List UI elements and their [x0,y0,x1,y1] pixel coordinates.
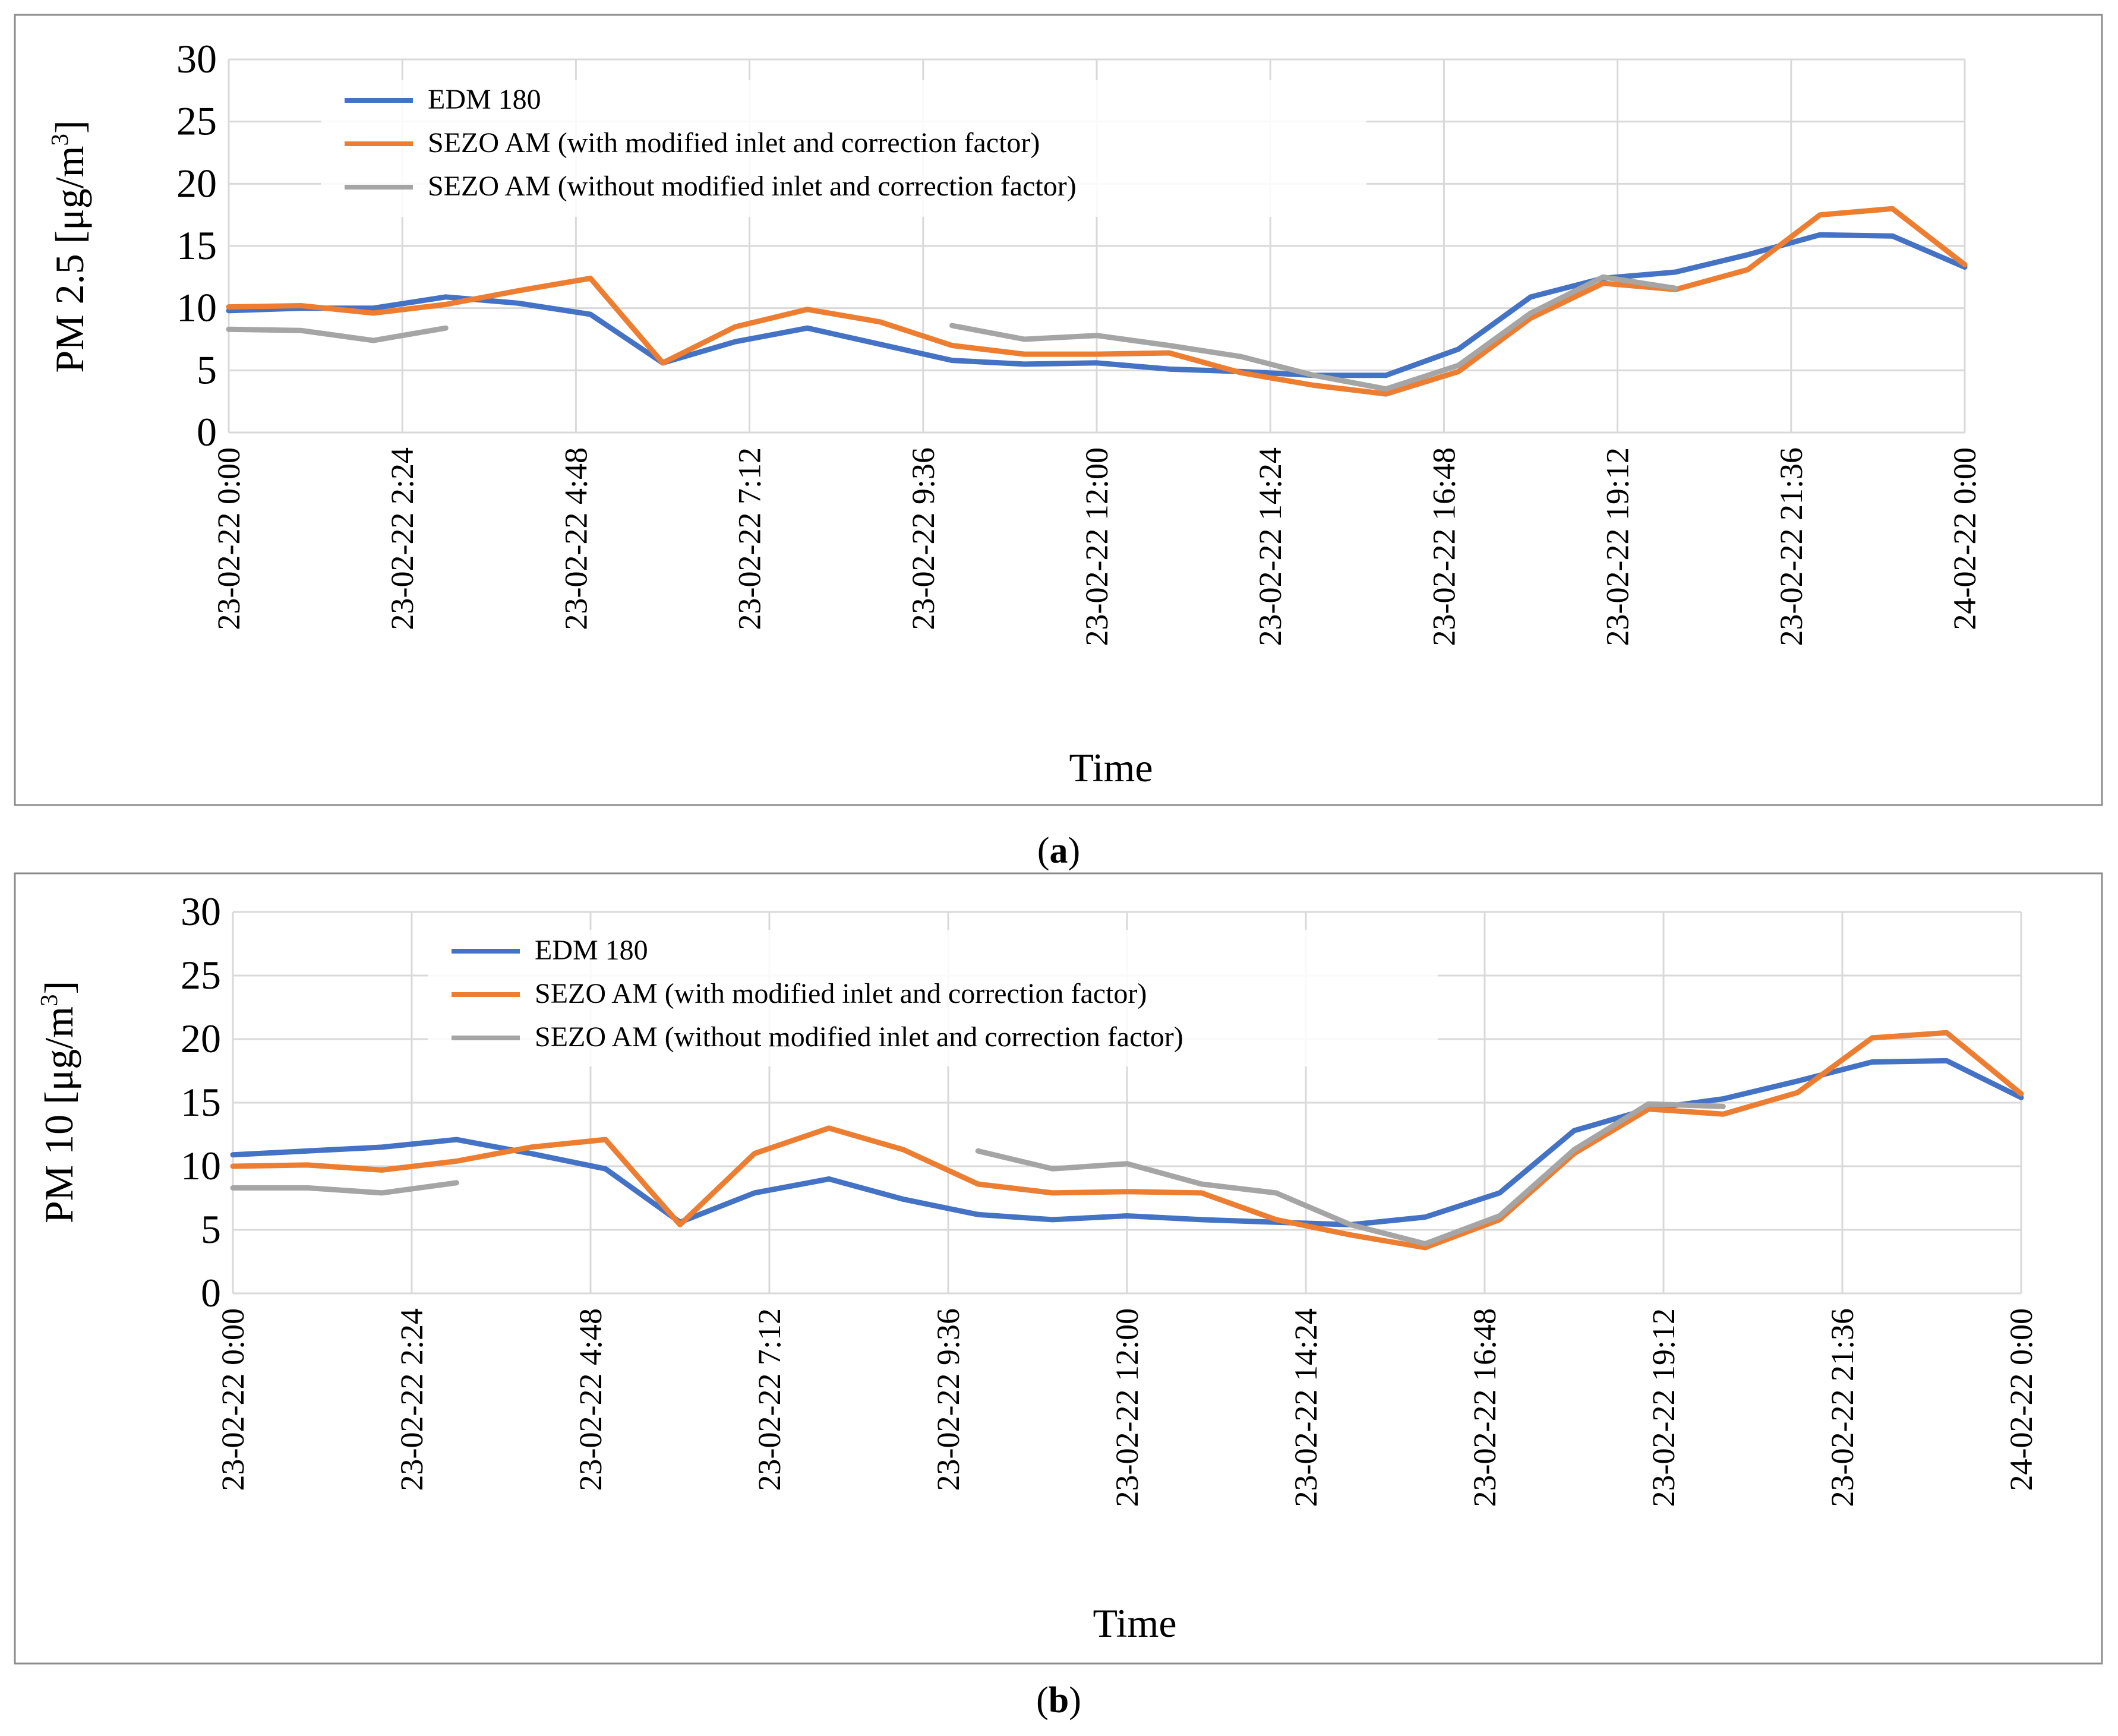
y-tick-label: 20 [176,160,217,206]
legend-background [321,80,1366,217]
y-tick-label: 20 [181,1016,221,1061]
chart-pm25: 0 5 10 15 20 25 30 23-02-22 0:00 23-02-22 2:24 23… [46,36,1983,790]
legend-label: SEZO AM (with modified inlet and correct… [428,127,1040,159]
x-tick-label: 23-02-22 19:12 [1600,447,1636,646]
x-tick-label: 23-02-22 9:36 [930,1308,966,1491]
y-tick-label: 5 [201,1207,221,1252]
series-line [226,325,449,343]
x-tick-label: 23-02-22 16:48 [1467,1308,1503,1507]
legend-label: EDM 180 [428,84,541,115]
y-tick-label: 25 [176,99,217,144]
y-tick-label: 10 [176,285,217,330]
series-line [975,1101,1726,1246]
x-axis-title: Time [1093,1601,1176,1646]
y-tick-label: 0 [197,409,217,454]
chart-pm10: 0 5 10 15 20 25 30 23-02-22 0:00 23-02-22 2:24 23… [35,889,2039,1646]
legend-label: EDM 180 [535,935,648,966]
panel-a-frame [14,14,2103,806]
y-tick-label: 30 [176,36,217,81]
y-tick-label: 25 [181,952,221,998]
y-axis-title: PM 10 [μg/m3] [35,981,81,1223]
y-tick-label: 30 [181,889,221,934]
x-tick-label: 23-02-22 14:24 [1288,1308,1324,1507]
panel-b-caption: (b) [1036,1680,1081,1721]
panel-b-frame [14,872,2103,1665]
x-tick-label: 24-02-22 0:00 [1947,447,1983,630]
series-line [949,274,1678,392]
legend-background [428,930,1438,1066]
x-tick-label: 23-02-22 4:48 [558,447,594,630]
x-tick-label: 23-02-22 21:36 [1825,1308,1860,1507]
x-tick-label: 23-02-22 12:00 [1109,1308,1145,1507]
x-tick-label: 23-02-22 19:12 [1646,1308,1681,1507]
series-line [230,1180,459,1196]
legend-label: SEZO AM (without modified inlet and corr… [428,171,1077,202]
y-tick-label: 10 [181,1143,221,1188]
x-tick-label: 23-02-22 12:00 [1079,447,1115,646]
x-tick-label: 23-02-22 4:48 [573,1308,608,1491]
series-line [230,1030,2024,1251]
y-axis-title: PM 2.5 [μg/m3] [46,120,92,373]
x-tick-label: 23-02-22 0:00 [215,1308,251,1491]
x-tick-label: 23-02-22 2:24 [394,1308,430,1491]
x-tick-label: 23-02-22 0:00 [211,447,247,630]
y-tick-label: 0 [201,1270,221,1315]
legend-label: SEZO AM (without modified inlet and corr… [535,1021,1183,1053]
legend-label: SEZO AM (with modified inlet and correct… [535,978,1147,1009]
y-tick-label: 15 [181,1080,221,1125]
x-tick-label: 23-02-22 7:12 [752,1308,787,1491]
x-tick-label: 24-02-22 0:00 [2003,1308,2039,1491]
y-tick-label: 15 [176,223,217,268]
x-tick-label: 23-02-22 14:24 [1252,447,1288,646]
y-tick-label: 5 [197,347,217,392]
x-tick-label: 23-02-22 2:24 [384,447,420,630]
x-tick-label: 23-02-22 9:36 [905,447,941,630]
x-tick-label: 23-02-22 16:48 [1426,447,1462,646]
x-tick-label: 23-02-22 21:36 [1773,447,1809,646]
series-line [230,1058,2024,1227]
x-tick-label: 23-02-22 7:12 [732,447,768,630]
series-line [226,232,1968,378]
x-axis-title: Time [1069,745,1153,790]
panel-a-caption: (a) [1037,831,1080,871]
